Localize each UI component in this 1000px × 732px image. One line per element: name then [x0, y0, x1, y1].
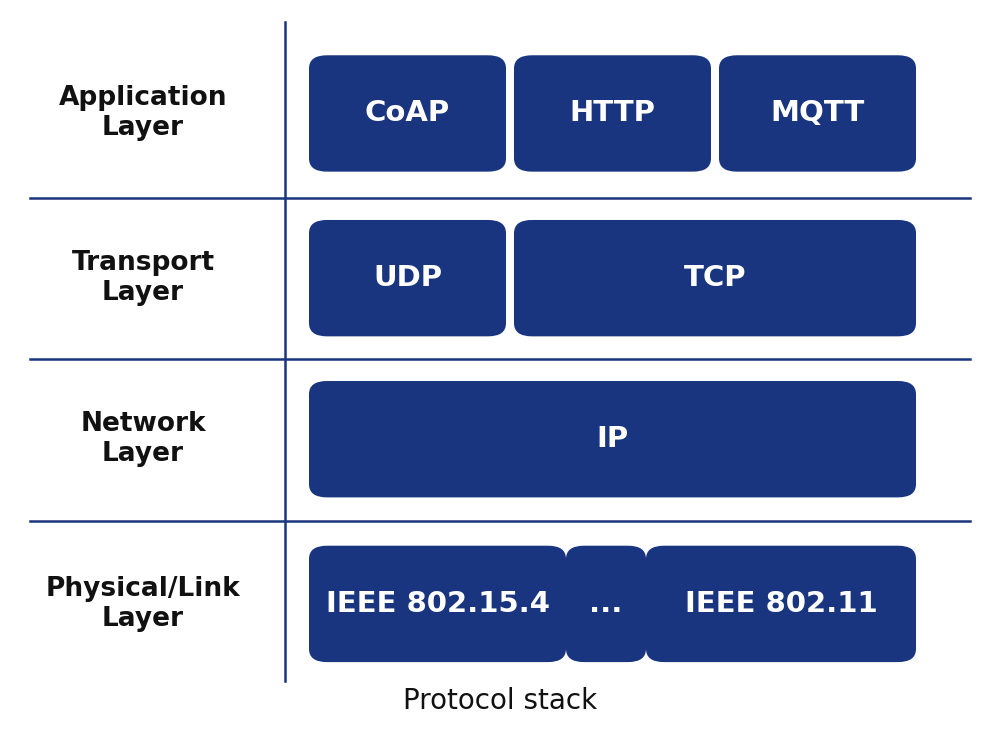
FancyBboxPatch shape: [514, 220, 916, 337]
Text: MQTT: MQTT: [770, 100, 865, 127]
Text: Transport
Layer: Transport Layer: [71, 250, 215, 306]
FancyBboxPatch shape: [646, 546, 916, 662]
Text: Application
Layer: Application Layer: [59, 86, 227, 141]
Text: UDP: UDP: [373, 264, 442, 292]
Text: TCP: TCP: [684, 264, 746, 292]
FancyBboxPatch shape: [309, 381, 916, 498]
Text: ...: ...: [589, 590, 623, 618]
Text: IP: IP: [596, 425, 629, 453]
Text: IEEE 802.11: IEEE 802.11: [685, 590, 877, 618]
FancyBboxPatch shape: [719, 55, 916, 172]
Text: IEEE 802.15.4: IEEE 802.15.4: [326, 590, 550, 618]
Text: Protocol stack: Protocol stack: [403, 687, 597, 715]
FancyBboxPatch shape: [309, 55, 506, 172]
FancyBboxPatch shape: [309, 546, 566, 662]
Text: CoAP: CoAP: [365, 100, 450, 127]
Text: Network
Layer: Network Layer: [80, 411, 206, 467]
FancyBboxPatch shape: [566, 546, 646, 662]
FancyBboxPatch shape: [514, 55, 711, 172]
Text: Physical/Link
Layer: Physical/Link Layer: [46, 576, 240, 632]
FancyBboxPatch shape: [309, 220, 506, 337]
Text: HTTP: HTTP: [570, 100, 656, 127]
